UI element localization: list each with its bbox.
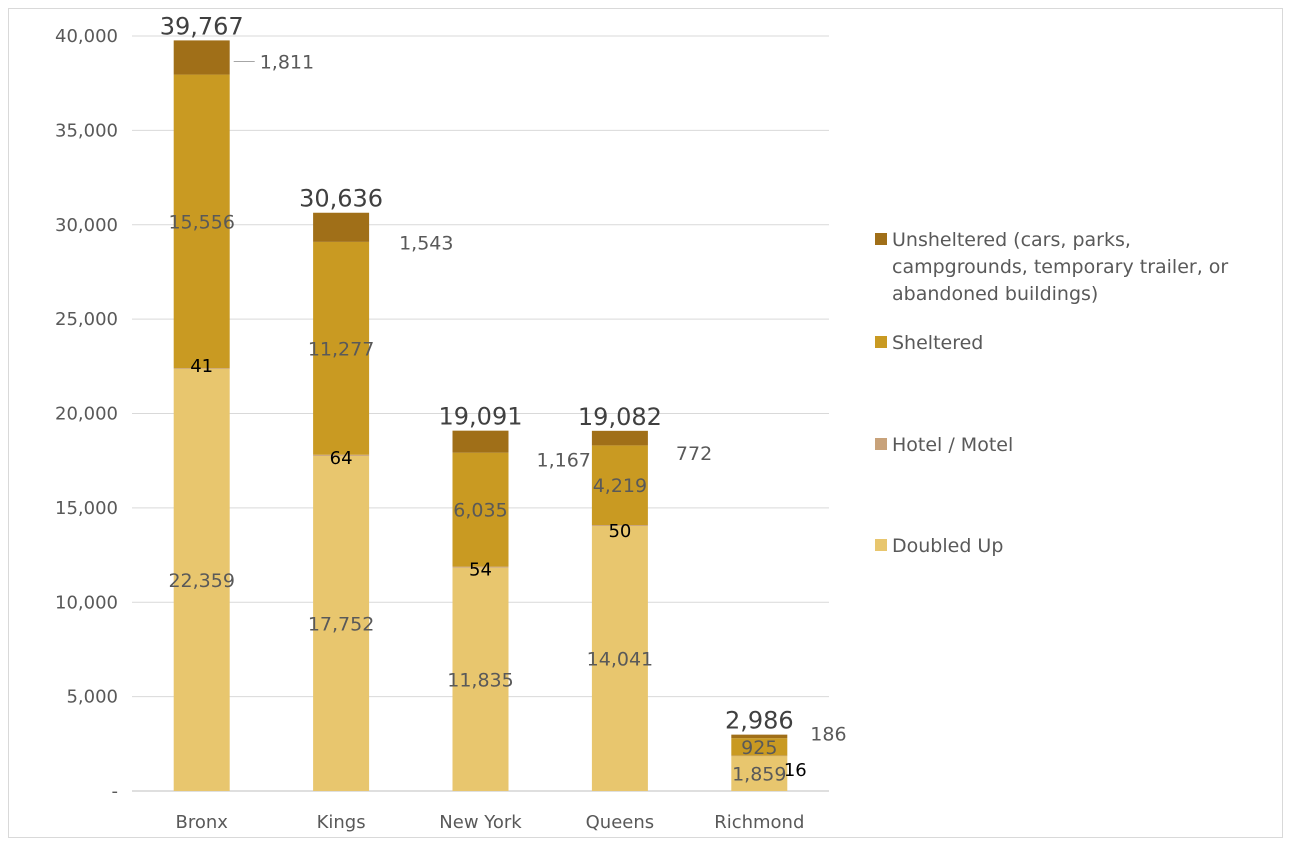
bar-segment [173, 368, 230, 791]
legend-label: campgrounds, temporary trailer, or [892, 256, 1228, 278]
bar-segment [452, 430, 509, 453]
segment-value-label: 772 [676, 443, 712, 465]
segment-value-label: 50 [608, 521, 631, 542]
segment-value-label: 22,359 [168, 570, 234, 592]
axes: - 5,000 10,000 15,000 20,000 25,000 30,000 35,0… [55, 26, 804, 833]
bar-segment [591, 445, 648, 526]
y-tick-label: 5,000 [66, 687, 118, 708]
data-labels: 22,359 41 15,556 1,811 39,767 17,752 64 11,277 1… [160, 12, 847, 785]
bar-segment [313, 212, 370, 242]
total-value-label: 30,636 [299, 185, 383, 213]
y-tick-label: 35,000 [55, 120, 118, 141]
y-tick-label: - [112, 781, 119, 802]
legend: Unsheltered (cars, parks, campgrounds, te… [875, 229, 1228, 557]
x-tick-label: Richmond [714, 812, 804, 833]
total-value-label: 19,082 [578, 403, 662, 431]
gridlines [132, 35, 829, 792]
segment-value-label: 6,035 [453, 500, 507, 522]
legend-label: Hotel / Motel [892, 434, 1013, 456]
segment-value-label: 54 [469, 560, 492, 581]
bar-segment [173, 74, 230, 369]
bar-segment [313, 455, 370, 791]
segment-value-label: 4,219 [593, 475, 647, 497]
y-tick-label: 25,000 [55, 309, 118, 330]
bar-segment [452, 452, 509, 567]
bar-segment [731, 755, 788, 791]
legend-swatch [875, 336, 887, 348]
x-tick-label: Bronx [175, 812, 228, 833]
segment-value-label: 1,543 [399, 232, 453, 254]
legend-label: Sheltered [892, 332, 983, 354]
x-tick-label: Queens [586, 812, 655, 833]
y-tick-label: 15,000 [55, 498, 118, 519]
segment-value-label: 1,811 [260, 51, 314, 73]
stacked-bar-chart: 22,359 41 15,556 1,811 39,767 17,752 64 11,277 1… [55, 12, 1228, 833]
bar-segment [173, 368, 230, 369]
total-value-label: 2,986 [725, 707, 794, 735]
y-tick-label: 10,000 [55, 592, 118, 613]
segment-value-label: 11,277 [308, 338, 374, 360]
legend-swatch [875, 438, 887, 450]
segment-value-label: 14,041 [587, 648, 653, 670]
bar-segment [591, 525, 648, 791]
chart-frame: 22,359 41 15,556 1,811 39,767 17,752 64 11,277 1… [8, 8, 1283, 838]
legend-label: Unsheltered (cars, parks, [892, 229, 1131, 251]
bar-segment [452, 567, 509, 791]
segment-value-label: 925 [741, 737, 777, 759]
y-tick-label: 40,000 [55, 26, 118, 47]
bar-segment [591, 430, 648, 446]
bars [173, 40, 788, 791]
bar-segment [731, 738, 788, 756]
bar-segment [731, 734, 788, 739]
segment-value-label: 186 [810, 723, 846, 745]
segment-value-label: 64 [330, 448, 353, 469]
legend-swatch [875, 233, 887, 245]
segment-value-label: 15,556 [168, 211, 234, 233]
total-value-label: 19,091 [439, 403, 523, 431]
total-value-label: 39,767 [160, 12, 244, 40]
segment-value-label: 1,859 [732, 763, 786, 785]
bar-segment [313, 454, 370, 456]
bar-segment [731, 755, 788, 757]
bar-segment [173, 40, 230, 75]
bar-segment [452, 566, 509, 568]
bar-segment [313, 241, 370, 455]
legend-label: Doubled Up [892, 535, 1003, 557]
segment-value-label: 1,167 [537, 450, 591, 472]
segment-value-label: 16 [784, 760, 807, 781]
bar-segment [591, 525, 648, 526]
segment-value-label: 11,835 [447, 669, 513, 691]
x-tick-label: New York [439, 812, 522, 833]
segment-value-label: 17,752 [308, 613, 374, 635]
y-tick-label: 30,000 [55, 215, 118, 236]
legend-swatch [875, 539, 887, 551]
legend-label: abandoned buildings) [892, 283, 1098, 305]
y-tick-label: 20,000 [55, 404, 118, 425]
segment-value-label: 41 [190, 356, 213, 377]
x-tick-label: Kings [317, 812, 366, 833]
